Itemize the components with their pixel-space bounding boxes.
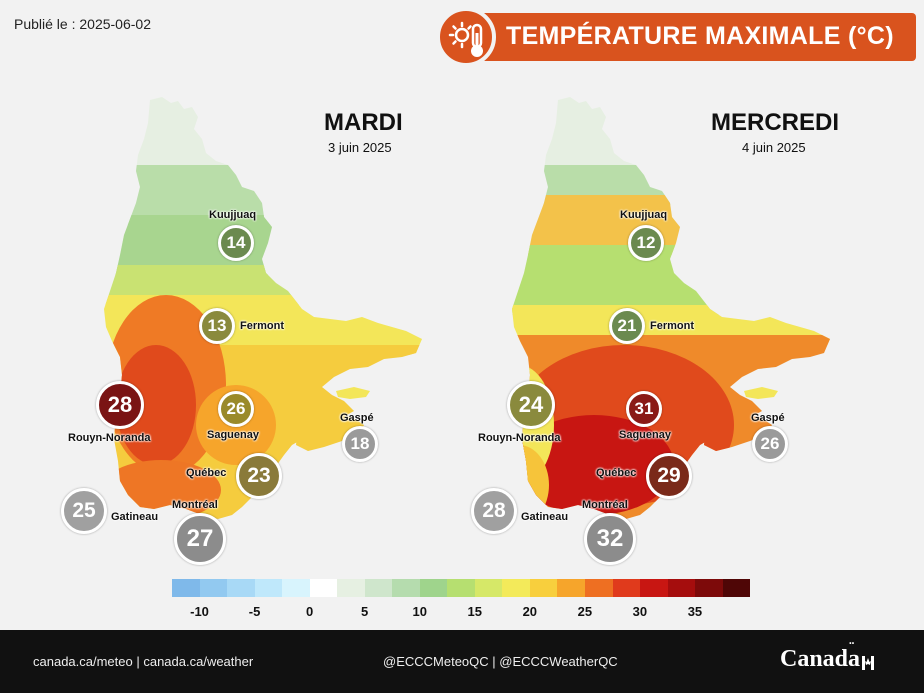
- city-label-gatineau: Gatineau: [111, 511, 159, 523]
- legend-swatch: [392, 579, 420, 597]
- map-tuesday: MARDI 3 juin 2025 Kuujjuaq 14 13 Fermont…: [61, 95, 426, 575]
- legend-tick-label: 10: [412, 604, 427, 619]
- legend-swatch: [419, 579, 448, 597]
- legend-tick-label: 0: [305, 604, 314, 619]
- map-wednesday: MERCREDI 4 juin 2025 Kuujjuaq 12 21 Ferm…: [471, 95, 839, 575]
- temp-bubble-gatineau: 25: [61, 488, 107, 534]
- city-label-kuujjuaq: Kuujjuaq: [620, 209, 668, 221]
- city-label-saguenay: Saguenay: [207, 429, 259, 441]
- legend-tick-label: -5: [248, 604, 261, 619]
- city-label-saguenay: Saguenay: [619, 429, 671, 441]
- day-date: 4 juin 2025: [742, 140, 806, 155]
- city-label-montreal: Montréal: [172, 499, 218, 511]
- city-label-quebec: Québec: [186, 467, 227, 479]
- legend-swatch: [557, 579, 585, 597]
- legend-swatch: [612, 579, 641, 597]
- legend-swatch: [447, 579, 475, 597]
- legend-tick-label: 20: [522, 604, 538, 619]
- legend-swatch: [254, 579, 283, 597]
- temp-bubble-gaspe: 26: [752, 426, 788, 462]
- legend-swatch: [309, 579, 338, 597]
- temp-bubble-kuujjuaq: 12: [628, 225, 664, 261]
- city-label-montreal: Montréal: [582, 499, 628, 511]
- legend-swatch: [474, 579, 503, 597]
- color-scale-legend: [172, 579, 751, 597]
- legend-swatch: [584, 579, 613, 597]
- legend-swatch: [502, 579, 530, 597]
- legend-tick-label: 5: [361, 604, 369, 619]
- legend-swatch: [667, 579, 696, 597]
- legend-swatch: [337, 579, 365, 597]
- title-banner: [448, 13, 916, 61]
- legend-tick-label: 25: [577, 604, 593, 619]
- footer-bar: canada.ca/meteo | canada.ca/weather @ECC…: [0, 630, 924, 693]
- temp-bubble-quebec: 29: [646, 453, 692, 499]
- legend-swatch: [227, 579, 255, 597]
- footer-links[interactable]: canada.ca/meteo | canada.ca/weather: [33, 654, 254, 669]
- legend-tick-label: 30: [632, 604, 648, 619]
- temp-bubble-montreal: 32: [584, 513, 636, 565]
- city-label-gatineau: Gatineau: [521, 511, 569, 523]
- temp-bubble-fermont: 13: [199, 308, 235, 344]
- legend-swatch: [172, 579, 200, 597]
- temp-bubble-rouyn-noranda: 28: [96, 381, 144, 429]
- published-date: Publié le : 2025-06-02: [14, 16, 151, 32]
- legend-tick-label: 35: [687, 604, 703, 619]
- canada-wordmark-logo: Canada ¨: [780, 640, 875, 673]
- footer-social[interactable]: @ECCCMeteoQC | @ECCCWeatherQC: [383, 654, 618, 669]
- city-label-kuujjuaq: Kuujjuaq: [209, 209, 257, 221]
- legend-swatch: [529, 579, 558, 597]
- temp-bubble-quebec: 23: [236, 453, 282, 499]
- temp-bubble-kuujjuaq: 14: [218, 225, 254, 261]
- legend-swatch: [364, 579, 393, 597]
- sun-thermometer-icon: [436, 7, 496, 67]
- temp-bubble-saguenay: 31: [626, 391, 662, 427]
- temp-bubble-gatineau: 28: [471, 488, 517, 534]
- day-date: 3 juin 2025: [328, 140, 392, 155]
- city-label-gaspe: Gaspé: [340, 412, 374, 424]
- city-label-gaspe: Gaspé: [751, 412, 785, 424]
- page-title: TEMPÉRATURE MAXIMALE (°C): [506, 22, 894, 50]
- legend-swatch: [695, 579, 723, 597]
- legend-swatch: [640, 579, 668, 597]
- city-label-rouyn-noranda: Rouyn-Noranda: [68, 432, 151, 444]
- temp-bubble-fermont: 21: [609, 308, 645, 344]
- temp-bubble-rouyn-noranda: 24: [507, 381, 555, 429]
- day-title: MERCREDI: [711, 109, 840, 136]
- legend-tick-label: -10: [190, 604, 209, 619]
- legend-swatch: [199, 579, 228, 597]
- legend-swatch: [282, 579, 310, 597]
- legend-swatch: [722, 579, 751, 597]
- legend-tick-label: 15: [467, 604, 482, 619]
- city-label-rouyn-noranda: Rouyn-Noranda: [478, 432, 561, 444]
- temp-bubble-gaspe: 18: [342, 426, 378, 462]
- day-title: MARDI: [324, 109, 403, 136]
- temp-bubble-montreal: 27: [174, 513, 226, 565]
- temp-bubble-saguenay: 26: [218, 391, 254, 427]
- city-label-quebec: Québec: [596, 467, 637, 479]
- city-label-fermont: Fermont: [240, 320, 284, 332]
- city-label-fermont: Fermont: [650, 320, 694, 332]
